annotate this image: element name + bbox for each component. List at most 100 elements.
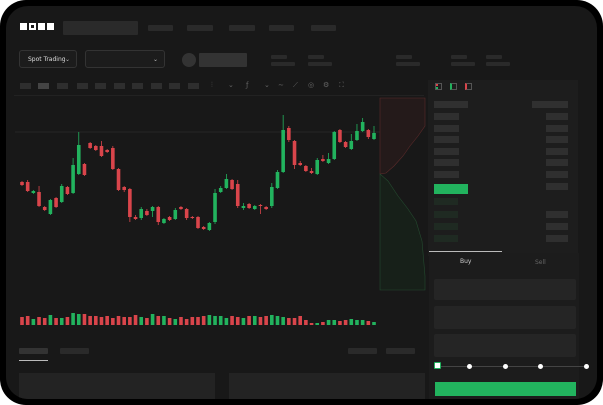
- candle-body: [156, 207, 161, 222]
- volume-bar: [213, 316, 217, 325]
- timeframe-button[interactable]: [132, 83, 143, 89]
- orderbook-asks-icon[interactable]: [465, 83, 472, 90]
- nav-item[interactable]: [311, 25, 336, 31]
- nav-item[interactable]: [148, 25, 173, 31]
- stat-label: [271, 55, 287, 59]
- volume-bar: [48, 315, 53, 325]
- volume-bar: [224, 318, 229, 325]
- volume-bar: [304, 320, 308, 325]
- ask-price: [434, 171, 459, 178]
- slider-step-75[interactable]: [538, 364, 543, 369]
- timeframe-button[interactable]: [114, 83, 125, 89]
- volume-bar: [20, 317, 24, 325]
- candle-body: [207, 223, 212, 230]
- candle-body: [196, 217, 200, 228]
- candle-body: [224, 179, 229, 188]
- volume-bar: [315, 323, 320, 325]
- ask-price: [434, 159, 459, 166]
- buy-tab-indicator: [429, 251, 502, 252]
- volume-bars: [20, 313, 376, 325]
- slider-step-25[interactable]: [467, 364, 472, 369]
- volume-bar: [31, 319, 36, 325]
- candle-body: [247, 204, 251, 208]
- coin-icon: [182, 53, 196, 67]
- candle-type-icon[interactable]: ⫶: [211, 81, 213, 89]
- candle-body: [162, 219, 166, 223]
- chevron-down-icon[interactable]: ⌄: [264, 81, 270, 89]
- timeframe-button[interactable]: [57, 83, 68, 89]
- slider-track[interactable]: [438, 366, 588, 367]
- candle-body: [264, 207, 268, 209]
- buy-button[interactable]: [435, 382, 576, 396]
- candle-body: [88, 143, 92, 148]
- amount-input[interactable]: [434, 306, 576, 329]
- timeframe-button[interactable]: [169, 83, 180, 89]
- timeframe-button[interactable]: [20, 83, 31, 89]
- slider-step-100[interactable]: [584, 364, 589, 369]
- volume-bar: [42, 318, 47, 325]
- positions-panel: [229, 373, 425, 399]
- orderbook-bids-icon[interactable]: [450, 83, 457, 90]
- volume-bar: [184, 319, 189, 325]
- stat-value: [271, 62, 295, 66]
- volume-bar: [372, 322, 376, 325]
- candle-body: [326, 159, 331, 163]
- nav-item[interactable]: [187, 25, 213, 31]
- volume-bar: [179, 317, 183, 325]
- candle-body: [270, 187, 274, 206]
- volume-bar: [309, 323, 314, 325]
- candle-body: [275, 172, 280, 188]
- candle-body: [287, 128, 291, 140]
- tab-history[interactable]: [60, 348, 89, 354]
- trade-mode-dropdown[interactable]: Spot Trading ⌄: [19, 50, 77, 68]
- candle-body: [315, 160, 320, 174]
- candle-body: [190, 217, 195, 218]
- timeframe-button[interactable]: [151, 83, 162, 89]
- slider-step-50[interactable]: [503, 364, 508, 369]
- last-price: [434, 184, 468, 194]
- slider-handle[interactable]: [434, 362, 441, 369]
- depth-chart: [379, 97, 426, 291]
- nav-item[interactable]: [269, 25, 294, 31]
- search-bar[interactable]: [63, 21, 138, 35]
- candle-body: [241, 206, 246, 208]
- ask-price: [434, 125, 459, 132]
- candle-body: [128, 189, 132, 217]
- candle-body: [309, 171, 314, 173]
- tab-open-orders[interactable]: [19, 348, 48, 354]
- candlestick-chart[interactable]: [6, 6, 597, 399]
- volume-bar: [270, 315, 274, 325]
- sell-tab[interactable]: Sell: [535, 259, 546, 266]
- candle-body: [65, 187, 70, 194]
- fullscreen-icon[interactable]: ⛶: [339, 81, 344, 89]
- timeframe-button[interactable]: [77, 83, 88, 89]
- chevron-down-icon[interactable]: ⌄: [228, 81, 234, 89]
- timeframe-button-active[interactable]: [38, 83, 49, 89]
- filter-button[interactable]: [386, 348, 415, 354]
- volume-bar: [264, 316, 268, 325]
- filter-button[interactable]: [348, 348, 377, 354]
- okx-logo[interactable]: [20, 23, 54, 30]
- indicator-icon[interactable]: ƒ: [246, 81, 249, 89]
- camera-icon[interactable]: ◎: [308, 81, 315, 89]
- volume-bar: [281, 317, 285, 325]
- pair-dropdown[interactable]: ⌄: [85, 50, 165, 68]
- orderbook-both-icon[interactable]: [435, 83, 442, 90]
- candle-body: [31, 191, 36, 193]
- volume-bar: [201, 316, 206, 325]
- timeframe-button[interactable]: [188, 83, 199, 89]
- ruler-icon[interactable]: ⟋: [293, 81, 298, 89]
- price-input[interactable]: [434, 279, 576, 300]
- candle-body: [105, 150, 109, 152]
- timeframe-button[interactable]: [95, 83, 106, 89]
- line-tool-icon[interactable]: ∼: [278, 81, 284, 89]
- nav-item[interactable]: [229, 25, 255, 31]
- ask-amount: [546, 183, 568, 190]
- candle-body: [332, 132, 337, 159]
- ask-amount: [546, 148, 568, 155]
- volume-bar: [65, 317, 70, 325]
- settings-icon[interactable]: ⚙: [323, 81, 330, 89]
- buy-tab[interactable]: Buy: [460, 258, 472, 265]
- total-input[interactable]: [434, 334, 576, 357]
